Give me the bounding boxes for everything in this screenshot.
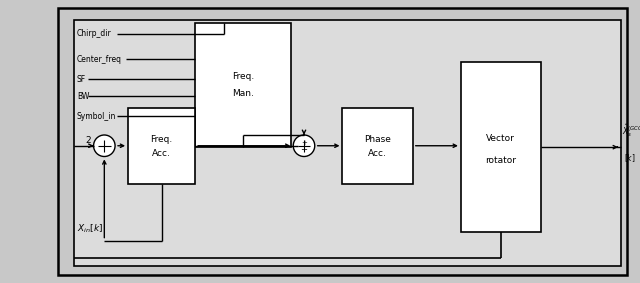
Text: Phase: Phase [364, 135, 391, 144]
Text: Chirp_dir: Chirp_dir [77, 29, 111, 38]
Text: Freq.: Freq. [232, 72, 254, 81]
Ellipse shape [93, 135, 115, 156]
Text: +: + [301, 140, 307, 146]
Text: $[k]$: $[k]$ [624, 153, 636, 164]
Text: Symbol_in: Symbol_in [77, 112, 116, 121]
Bar [342, 108, 413, 184]
Ellipse shape [293, 135, 315, 156]
Bar [128, 108, 195, 184]
Text: $X_{in}[k]$: $X_{in}[k]$ [77, 223, 103, 235]
Text: Acc.: Acc. [152, 149, 171, 158]
Text: $\hat{X}_s^{(GCG)}$: $\hat{X}_s^{(GCG)}$ [622, 122, 640, 139]
Bar [74, 20, 621, 266]
Text: Center_freq: Center_freq [77, 55, 122, 64]
Text: SF: SF [77, 75, 86, 84]
Text: Vector: Vector [486, 134, 515, 143]
Text: BW: BW [77, 92, 89, 101]
Text: −: − [301, 145, 307, 154]
Bar [58, 8, 627, 275]
Bar [195, 23, 291, 147]
Text: rotator: rotator [485, 156, 516, 165]
Text: Man.: Man. [232, 89, 254, 98]
Text: Freq.: Freq. [150, 135, 173, 144]
Text: Acc.: Acc. [368, 149, 387, 158]
Text: 2: 2 [86, 136, 91, 145]
Bar [461, 62, 541, 232]
